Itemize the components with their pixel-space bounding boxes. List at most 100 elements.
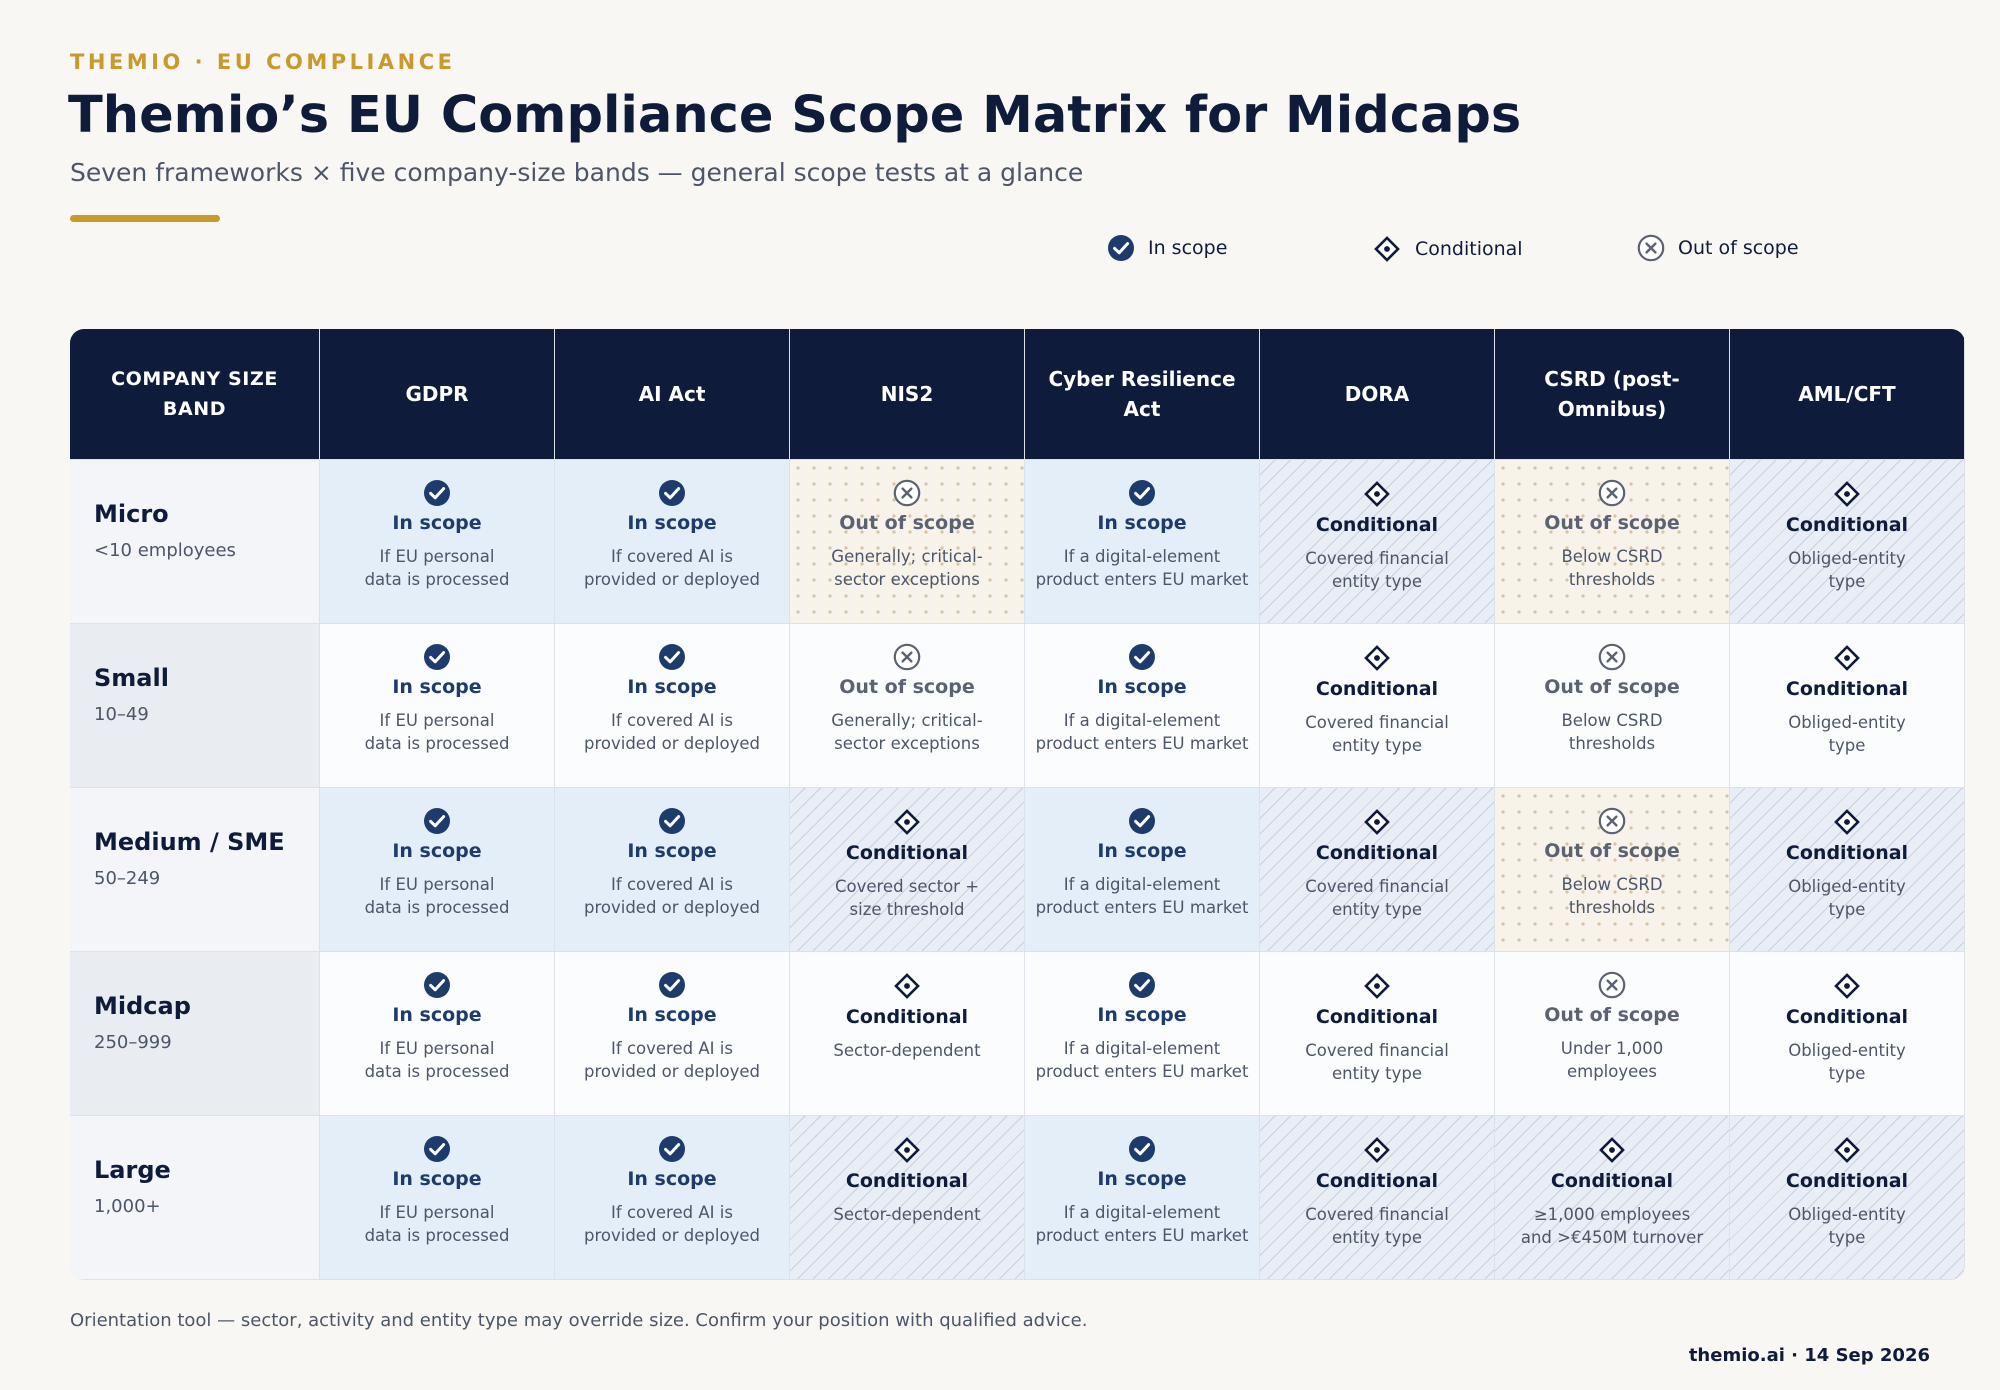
scope-note: If covered AI is provided or deployed: [584, 1203, 760, 1245]
status-label: In scope: [1097, 512, 1187, 534]
status-label: In scope: [392, 512, 482, 534]
check-circle-icon: [1107, 234, 1148, 262]
status-label: In scope: [392, 1168, 482, 1190]
matrix-cell: In scope If covered AI is provided or dep…: [555, 952, 789, 1115]
status-label: In scope: [627, 512, 717, 534]
scope-note: Obliged-entity type: [1788, 549, 1906, 591]
status-label: Conditional: [845, 1006, 969, 1028]
status-label: Conditional: [1315, 678, 1439, 700]
check-circle-icon: [423, 479, 451, 507]
scope-note: Covered sector + size threshold: [834, 877, 980, 919]
status-label: In scope: [1097, 840, 1187, 862]
check-circle-icon: [658, 807, 686, 835]
diamond-icon: [1362, 807, 1392, 837]
status-label: Conditional: [1785, 1170, 1909, 1192]
status-label: Conditional: [1315, 1006, 1439, 1028]
band-range: 1,000+: [94, 1196, 161, 1217]
matrix-cell: Conditional Obliged-entity type: [1730, 460, 1964, 623]
status-label: In scope: [392, 1004, 482, 1026]
status-label: Out of scope: [1544, 676, 1680, 698]
band-name: Medium / SME: [94, 828, 285, 856]
page-title: Themio’s EU Compliance Scope Matrix for …: [68, 86, 1522, 145]
matrix-cell: Out of scope Below CSRD thresholds: [1495, 460, 1729, 623]
diamond-icon: [1832, 1135, 1862, 1165]
status-label: Out of scope: [839, 676, 975, 698]
diamond-icon: [1362, 971, 1392, 1001]
status-label: Conditional: [1315, 842, 1439, 864]
check-circle-icon: [423, 643, 451, 671]
status-label: Conditional: [845, 1170, 969, 1192]
scope-note: If a digital-element product enters EU m…: [1035, 1039, 1249, 1081]
status-label: In scope: [627, 1004, 717, 1026]
scope-note: Obliged-entity type: [1788, 1205, 1906, 1247]
check-circle-icon: [658, 643, 686, 671]
diamond-icon: [1832, 479, 1862, 509]
column-header: AML/CFT: [1730, 329, 1964, 459]
check-circle-icon: [1128, 643, 1156, 671]
scope-note: Below CSRD thresholds: [1561, 547, 1663, 589]
band-range: 10–49: [94, 704, 149, 725]
column-header: Cyber Resilience Act: [1025, 329, 1259, 459]
band-range: 250–999: [94, 1032, 172, 1053]
diamond-icon: [892, 807, 922, 837]
matrix-cell: Out of scope Under 1,000 employees: [1495, 952, 1729, 1115]
scope-note: If EU personal data is processed: [364, 711, 510, 753]
status-label: In scope: [1097, 1004, 1187, 1026]
scope-note: Covered financial entity type: [1305, 1041, 1449, 1083]
status-label: In scope: [627, 676, 717, 698]
matrix-cell: Conditional Obliged-entity type: [1730, 952, 1964, 1115]
column-header: CSRD (post-Omnibus): [1495, 329, 1729, 459]
status-label: Out of scope: [1544, 840, 1680, 862]
scope-note: If EU personal data is processed: [364, 547, 510, 589]
column-header: DORA: [1260, 329, 1494, 459]
legend-item-out: Out of scope: [1637, 234, 1799, 262]
diamond-icon: [892, 971, 922, 1001]
diamond-icon: [892, 1135, 922, 1165]
status-label: In scope: [1097, 1168, 1187, 1190]
scope-note: If EU personal data is processed: [364, 1203, 510, 1245]
diamond-icon: [1597, 1135, 1627, 1165]
check-circle-icon: [423, 1135, 451, 1163]
scope-matrix: COMPANY SIZE BAND GDPR AI Act NIS2 Cyber Res…: [70, 329, 1965, 1280]
status-label: Conditional: [1785, 678, 1909, 700]
matrix-cell: In scope If covered AI is provided or dep…: [555, 1116, 789, 1279]
matrix-cell: In scope If EU personal data is processed: [320, 624, 554, 787]
diamond-icon: [1832, 643, 1862, 673]
matrix-cell: In scope If a digital-element product ent…: [1025, 460, 1259, 623]
matrix-cell: Conditional Sector-dependent: [790, 1116, 1024, 1279]
matrix-cell: Conditional Covered financial entity type: [1260, 624, 1494, 787]
status-label: Conditional: [1315, 1170, 1439, 1192]
status-label: Out of scope: [1544, 512, 1680, 534]
matrix-cell: Conditional Covered financial entity type: [1260, 788, 1494, 951]
column-header-company-size-band: COMPANY SIZE BAND: [70, 329, 319, 459]
matrix-cell: Conditional Sector-dependent: [790, 952, 1024, 1115]
scope-note: If covered AI is provided or deployed: [584, 711, 760, 753]
x-circle-icon: [1598, 643, 1626, 671]
matrix-cell: In scope If covered AI is provided or dep…: [555, 788, 789, 951]
matrix-cell: In scope If covered AI is provided or dep…: [555, 460, 789, 623]
matrix-cell: In scope If a digital-element product ent…: [1025, 952, 1259, 1115]
scope-note: Below CSRD thresholds: [1561, 875, 1663, 917]
matrix-cell: Conditional ≥1,000 employees and >€450M t…: [1495, 1116, 1729, 1279]
check-circle-icon: [658, 971, 686, 999]
scope-note: If covered AI is provided or deployed: [584, 547, 760, 589]
diamond-icon: [1832, 807, 1862, 837]
row-header: Large 1,000+: [70, 1116, 319, 1279]
scope-note: If a digital-element product enters EU m…: [1035, 547, 1249, 589]
matrix-cell: In scope If EU personal data is processed: [320, 1116, 554, 1279]
status-label: In scope: [392, 840, 482, 862]
footnote: Orientation tool — sector, activity and …: [70, 1310, 1088, 1331]
status-label: In scope: [627, 840, 717, 862]
scope-note: Sector-dependent: [833, 1205, 981, 1224]
scope-note: If EU personal data is processed: [364, 875, 510, 917]
scope-note: If covered AI is provided or deployed: [584, 1039, 760, 1081]
matrix-cell: In scope If covered AI is provided or dep…: [555, 624, 789, 787]
scope-note: Generally; critical- sector exceptions: [831, 547, 983, 589]
diamond-icon: [1362, 479, 1392, 509]
check-circle-icon: [658, 479, 686, 507]
matrix-cell: Conditional Obliged-entity type: [1730, 1116, 1964, 1279]
status-label: In scope: [1097, 676, 1187, 698]
matrix-cell: Out of scope Below CSRD thresholds: [1495, 788, 1729, 951]
status-label: Conditional: [1785, 842, 1909, 864]
matrix-cell: In scope If EU personal data is processed: [320, 788, 554, 951]
